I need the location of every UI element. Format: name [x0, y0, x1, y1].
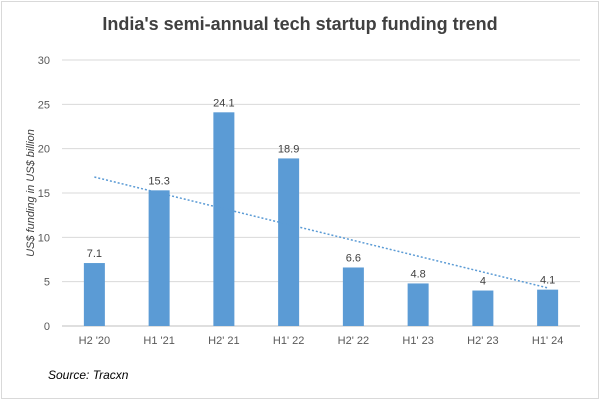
x-tick-label: H2 '20: [79, 335, 110, 347]
x-axis-ticks: H2 '20 H1 '21 H2' 21 H1' 22 H2' 22 H1' 23 H2' …: [79, 335, 564, 347]
bar: [83, 263, 105, 326]
trend-line: [94, 176, 548, 289]
bar: [472, 290, 494, 326]
x-tick-label: H1' 24: [532, 335, 563, 347]
gridlines: [62, 59, 580, 327]
y-tick-label: 25: [38, 99, 50, 111]
data-label: 18.9: [278, 143, 299, 155]
x-tick-label: H2' 23: [467, 335, 498, 347]
data-labels: 7.1 15.3 24.1 18.9 6.6 4.8 4 4.1: [87, 97, 556, 287]
y-tick-label: 0: [44, 321, 50, 333]
data-label: 24.1: [213, 97, 234, 109]
bars: [83, 112, 559, 327]
bar: [407, 283, 429, 326]
source-note: Source: Tracxn: [48, 368, 129, 382]
x-tick-label: H1 '21: [143, 335, 174, 347]
bar: [213, 112, 235, 327]
x-tick-label: H1' 23: [402, 335, 433, 347]
trendline: [94, 176, 548, 289]
data-label: 7.1: [87, 248, 102, 260]
y-axis-label: US$ funding in US$ billion: [25, 129, 37, 257]
bar: [342, 267, 364, 326]
y-tick-label: 30: [38, 55, 50, 67]
y-tick-label: 15: [38, 188, 50, 200]
bar: [537, 289, 559, 326]
data-label: 15.3: [148, 175, 169, 187]
x-tick-label: H2' 22: [338, 335, 369, 347]
data-label: 4.1: [540, 275, 555, 287]
data-label: 4.8: [410, 268, 425, 280]
data-label: 4: [480, 276, 486, 288]
data-label: 6.6: [346, 252, 361, 264]
bar: [278, 158, 300, 326]
y-axis-ticks: 0 5 10 15 20 25 30: [38, 55, 50, 333]
y-tick-label: 20: [38, 144, 50, 156]
x-tick-label: H1' 22: [273, 335, 304, 347]
y-tick-label: 10: [38, 232, 50, 244]
y-tick-label: 5: [44, 277, 50, 289]
x-tick-label: H2' 21: [208, 335, 239, 347]
chart-title: India's semi-annual tech startup funding…: [102, 14, 498, 34]
bar: [148, 190, 170, 326]
